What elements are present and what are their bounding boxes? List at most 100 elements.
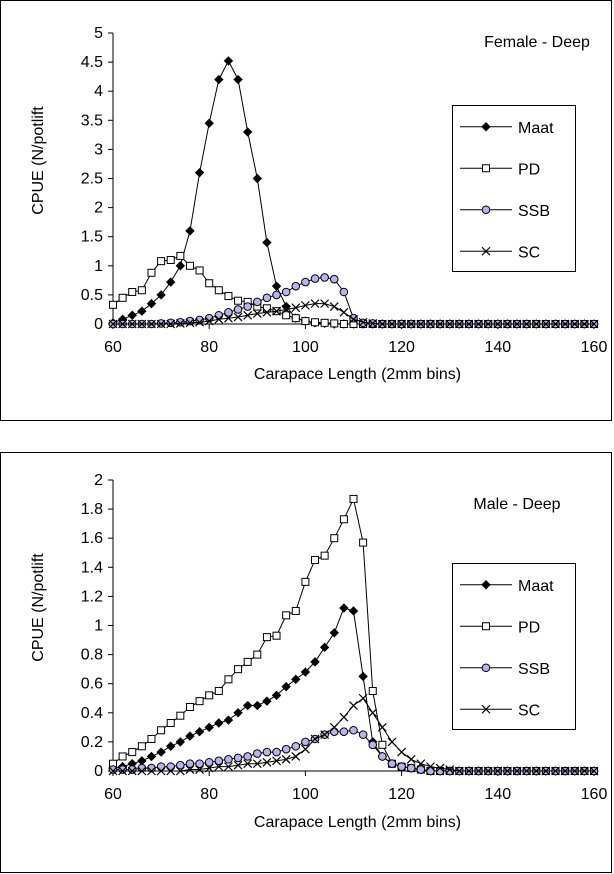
- female-y-tick-label: 5: [94, 25, 103, 42]
- female-point-sc: [252, 309, 262, 318]
- female-point-pd: [128, 287, 137, 296]
- female-point-sc: [185, 318, 195, 328]
- male-point-ssb: [426, 766, 435, 776]
- female-y-tick-label: 4.5: [81, 54, 103, 71]
- female-point-ssb: [291, 281, 301, 291]
- female-point-sc: [454, 319, 464, 329]
- male-point-sc: [435, 763, 445, 773]
- female-point-sc: [310, 299, 320, 309]
- male-y-tick-label: 1: [94, 618, 103, 635]
- male-point-sc: [175, 766, 185, 776]
- female-point-sc: [281, 305, 291, 314]
- female-point-pd: [157, 257, 166, 266]
- female-point-sc: [243, 310, 253, 320]
- female-point-sc: [127, 319, 137, 329]
- male-y-tick-label: 1.8: [81, 501, 103, 518]
- male-legend-label-maat: Maat: [518, 578, 554, 595]
- female-x-tick-label: 60: [104, 339, 122, 356]
- male-point-maat: [175, 737, 186, 747]
- male-point-sc: [339, 712, 349, 722]
- female-point-pd: [147, 268, 156, 277]
- male-point-pd: [234, 665, 243, 674]
- male-legend-marker-maat: [481, 580, 491, 590]
- female-point-maat: [156, 290, 166, 300]
- male-point-ssb: [147, 763, 156, 773]
- male-point-ssb: [127, 765, 137, 774]
- female-point-sc: [397, 319, 407, 329]
- male-point-sc: [166, 766, 176, 776]
- male-point-ssb: [108, 765, 118, 774]
- male-legend-label-ssb: SSB: [518, 661, 550, 678]
- female-y-axis-title: CPUE (N/potlift: [30, 106, 47, 215]
- female-point-pd: [224, 292, 233, 301]
- female-point-sc: [531, 319, 541, 329]
- male-point-ssb: [281, 744, 291, 754]
- male-legend-marker-sc: [481, 704, 491, 714]
- male-point-pd: [243, 657, 252, 666]
- male-point-sc: [551, 766, 560, 776]
- female-point-sc: [502, 319, 512, 329]
- female-point-maat: [204, 118, 214, 128]
- male-point-sc: [243, 759, 253, 769]
- female-point-maat: [127, 310, 137, 320]
- male-legend-label-sc: SC: [518, 702, 540, 719]
- male-point-maat: [185, 731, 195, 741]
- male-point-pd: [339, 515, 348, 524]
- female-point-sc: [474, 319, 483, 329]
- female-point-sc: [560, 319, 570, 329]
- male-legend-label-pd: PD: [518, 619, 540, 636]
- female-point-ssb: [233, 305, 243, 314]
- female-point-ssb: [252, 297, 262, 307]
- male-point-ssb: [435, 766, 445, 776]
- female-point-sc: [349, 314, 358, 324]
- female-deep-chart: 0 0.5 1 1.5 2 2.5 3 3.5 4 4.5 5 60 80 100 120 140 160 Car…: [0, 0, 613, 423]
- female-x-tick-label: 160: [581, 339, 608, 356]
- female-y-tick-label: 2.5: [81, 171, 103, 188]
- male-point-ssb: [176, 760, 185, 770]
- male-point-sc: [416, 759, 426, 769]
- female-point-maat: [223, 56, 234, 66]
- female-point-maat: [137, 306, 147, 316]
- male-point-ssb: [156, 762, 166, 771]
- male-point-sc: [233, 760, 243, 770]
- male-point-sc: [252, 759, 262, 769]
- male-point-sc: [185, 765, 195, 774]
- male-y-axis-title: CPUE (N/potlift: [30, 553, 47, 662]
- female-point-pd: [214, 286, 223, 295]
- female-legend-marker-ssb: [481, 205, 491, 215]
- female-point-sc: [406, 319, 416, 329]
- male-point-ssb: [397, 762, 406, 771]
- male-y-tick-label: 1.4: [81, 559, 103, 576]
- male-point-pd: [311, 556, 320, 565]
- female-point-ssb: [243, 302, 252, 311]
- female-point-sc: [233, 312, 243, 322]
- female-point-sc: [579, 319, 589, 329]
- male-point-ssb: [166, 762, 176, 771]
- male-y-tick-label: 0.2: [81, 734, 103, 751]
- female-point-sc: [416, 319, 426, 329]
- male-point-ssb: [339, 727, 349, 737]
- male-point-sc: [108, 766, 118, 776]
- female-point-sc: [483, 319, 493, 329]
- male-series-sc: [108, 693, 599, 776]
- male-y-tick-label: 0.8: [81, 647, 103, 664]
- male-point-pd: [118, 752, 127, 761]
- female-x-tick-label: 80: [200, 339, 218, 356]
- male-point-maat: [291, 674, 301, 685]
- female-point-pd: [185, 261, 194, 270]
- male-point-sc: [474, 766, 483, 776]
- male-point-maat: [339, 603, 349, 613]
- male-point-sc: [262, 757, 272, 767]
- female-legend-label-pd: PD: [518, 161, 540, 178]
- male-point-pd: [359, 538, 368, 547]
- female-legend-label-sc: SC: [518, 244, 540, 261]
- male-point-sc: [214, 762, 224, 772]
- female-point-maat: [242, 127, 253, 137]
- male-point-sc: [406, 754, 416, 764]
- male-point-ssb: [243, 752, 252, 761]
- male-point-sc: [464, 766, 474, 776]
- female-legend-label-ssb: SSB: [518, 203, 550, 220]
- female-point-sc: [224, 313, 233, 323]
- female-y-tick-label: 2: [94, 200, 103, 217]
- male-point-pd: [128, 748, 137, 757]
